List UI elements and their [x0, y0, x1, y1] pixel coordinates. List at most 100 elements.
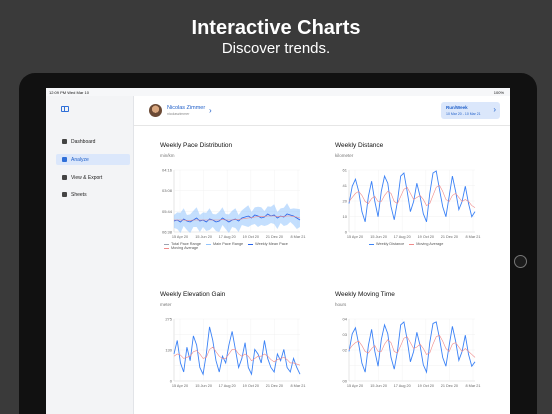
- sidebar-item-sheets[interactable]: Sheets: [56, 189, 130, 200]
- y-tick-label: 61: [343, 168, 348, 173]
- sidebar-item-analyze[interactable]: Analyze: [56, 154, 130, 165]
- y-tick-label: 275: [165, 317, 172, 322]
- main-content: Nicolas Zimmer nicolaszimmer › Run/Week …: [134, 96, 510, 414]
- chart-legend: Weekly Distance Moving Average: [369, 242, 448, 246]
- legend-entry: Total Pace Range: [164, 242, 201, 246]
- chart-title: Weekly Elevation Gain: [160, 291, 226, 298]
- period-range: 10 Mar 20 - 10 Mar 21: [446, 112, 481, 116]
- y-tick-label: 41: [343, 183, 348, 188]
- period-selector[interactable]: Run/Week 10 Mar 20 - 10 Mar 21 ›: [441, 102, 500, 119]
- sidebar-item-dashboard[interactable]: Dashboard: [56, 136, 130, 147]
- sidebar-item-label: View & Export: [71, 174, 103, 181]
- series-line: [173, 326, 301, 376]
- x-tick-label: 8 Mar 21: [466, 384, 481, 388]
- series-line: [173, 213, 301, 223]
- app-screen: 12:09 PM Wed Mar 10 100% Dashboard Analy…: [46, 88, 510, 414]
- y-tick-label: 03:08: [162, 188, 173, 193]
- x-tick-label: 15 Apr 20: [172, 384, 188, 388]
- sidebar-item-label: Dashboard: [71, 138, 96, 145]
- chart-legend: Total Pace Range Main Pace Range Weekly Me…: [164, 242, 314, 250]
- sidebar-item-label: Analyze: [71, 156, 89, 163]
- elevation-gain-card: Weekly Elevation Gain meter 275 130 0 15 Ap…: [160, 291, 330, 388]
- y-tick-label: 04: [343, 317, 348, 322]
- chart-title: Weekly Moving Time: [335, 291, 395, 298]
- y-tick-label: 0: [345, 230, 348, 235]
- legend-entry: Main Pace Range: [205, 242, 243, 246]
- x-tick-label: 19 Oct 20: [243, 384, 259, 388]
- legend-entry: Weekly Distance: [369, 242, 404, 246]
- home-button: [514, 255, 527, 268]
- moving-time-card: Weekly Moving Time hours 04 03 02 00 15 Apr …: [335, 291, 505, 388]
- pace-distribution-card: Weekly Pace Distribution min/km 04:16 03:…: [160, 142, 330, 250]
- promo-subline: Discover trends.: [221, 40, 331, 57]
- x-tick-label: 21 Dec 20: [441, 235, 458, 239]
- chart-svg: 275 130 015 Apr 20 15 Jun 20 17 Aug 20 19 Oct…: [165, 317, 306, 389]
- x-tick-label: 15 Apr 20: [347, 235, 363, 239]
- y-tick-label: 00: [343, 379, 348, 384]
- x-tick-label: 17 Aug 20: [394, 384, 411, 388]
- x-tick-label: 19 Oct 20: [418, 384, 434, 388]
- promo-headline: Interactive Charts: [191, 17, 361, 39]
- top-bar: Nicolas Zimmer nicolaszimmer › Run/Week …: [134, 96, 510, 126]
- sheet-icon: [62, 192, 67, 197]
- battery-indicator: 100%: [493, 90, 504, 95]
- x-tick-label: 15 Jun 20: [195, 235, 212, 239]
- chevron-right-icon[interactable]: ›: [209, 106, 212, 115]
- status-time: 12:09 PM Wed Mar 10: [49, 90, 89, 95]
- legend-entry: Moving Average: [409, 242, 443, 246]
- chart-unit: kilometer: [335, 153, 354, 158]
- sidebar-item-label: Sheets: [71, 191, 87, 198]
- y-tick-label: 06:38: [162, 230, 173, 235]
- chevron-right-icon: ›: [493, 105, 496, 114]
- weekly-distance-card: Weekly Distance kilometer 61 41 20 10 0 15 Ap…: [335, 142, 505, 246]
- chart-unit: hours: [335, 302, 347, 307]
- y-tick-label: 0: [170, 379, 173, 384]
- chart-icon: [62, 157, 67, 162]
- y-tick-label: 05:44: [162, 209, 173, 214]
- y-tick-label: 20: [343, 199, 348, 204]
- chart-svg: 61 41 20 10 015 Apr 20 15 Jun 20 17 Aug 20 19 O…: [343, 168, 481, 240]
- status-bar: 12:09 PM Wed Mar 10 100%: [46, 88, 510, 96]
- x-tick-label: 15 Apr 20: [347, 384, 363, 388]
- x-tick-label: 19 Oct 20: [418, 235, 434, 239]
- x-tick-label: 8 Mar 21: [291, 235, 306, 239]
- x-tick-label: 15 Jun 20: [195, 384, 212, 388]
- grid-icon: [62, 139, 67, 144]
- y-tick-label: 10: [343, 214, 348, 219]
- series-line: [348, 321, 476, 374]
- list-icon: [62, 175, 67, 180]
- sidebar-item-view-export[interactable]: View & Export: [56, 172, 130, 183]
- x-tick-label: 8 Mar 21: [466, 235, 481, 239]
- x-tick-label: 21 Dec 20: [441, 384, 458, 388]
- series-line: [348, 170, 476, 223]
- moving-average-line: [348, 184, 476, 208]
- x-tick-label: 15 Jun 20: [370, 384, 387, 388]
- chart-title: Weekly Pace Distribution: [160, 142, 233, 149]
- sidebar: Dashboard Analyze View & Export Sheets: [46, 96, 134, 414]
- moving-average-line: [348, 334, 476, 358]
- x-tick-label: 17 Aug 20: [219, 384, 236, 388]
- period-label: Run/Week: [446, 105, 468, 110]
- legend-entry: Weekly Mean Pace: [248, 242, 288, 246]
- x-tick-label: 19 Oct 20: [243, 235, 259, 239]
- chart-unit: meter: [160, 302, 172, 307]
- avatar[interactable]: [149, 104, 162, 117]
- moving-average-line: [174, 215, 301, 221]
- y-tick-label: 130: [165, 348, 172, 353]
- x-tick-label: 15 Apr 20: [172, 235, 188, 239]
- user-name[interactable]: Nicolas Zimmer: [167, 105, 206, 111]
- pace-range-band: [174, 203, 300, 233]
- y-tick-label: 03: [343, 332, 348, 337]
- x-tick-label: 21 Dec 20: [266, 235, 283, 239]
- x-tick-label: 8 Mar 21: [291, 384, 306, 388]
- chart-title: Weekly Distance: [335, 142, 384, 149]
- x-tick-label: 17 Aug 20: [219, 235, 236, 239]
- x-tick-label: 21 Dec 20: [266, 384, 283, 388]
- legend-entry: Moving Average: [164, 246, 198, 250]
- chart-unit: min/km: [160, 153, 175, 158]
- sidebar-toggle-icon[interactable]: [61, 106, 69, 112]
- y-tick-label: 04:16: [162, 168, 173, 173]
- user-handle: nicolaszimmer: [167, 112, 190, 116]
